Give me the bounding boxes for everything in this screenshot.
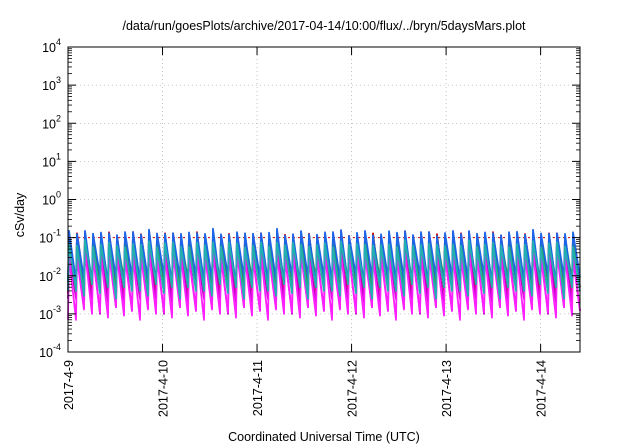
x-tick-label: 2017-4-10 [157, 360, 171, 417]
x-tick-labels: 2017-4-9 2017-4-10 2017-4-11 2017-4-12 2017-… [62, 360, 549, 417]
y-tick-label: 100 [42, 190, 61, 208]
series-lines [67, 227, 581, 321]
x-tick-label: 2017-4-13 [440, 360, 454, 417]
y-tick-labels: 104 103 102 101 100 10-1 10-2 10-3 10-4 [39, 37, 61, 360]
x-tick-label: 2017-4-14 [535, 360, 549, 417]
x-axis-label: Coordinated Universal Time (UTC) [228, 430, 420, 444]
x-tick-label: 2017-4-11 [251, 360, 265, 416]
y-tick-label: 101 [42, 151, 61, 169]
y-tick-label: 10-1 [39, 228, 61, 246]
x-tick-label: 2017-4-9 [62, 360, 76, 410]
series-line-6 [67, 239, 581, 300]
y-tick-label: 10-2 [39, 266, 61, 284]
y-tick-label: 10-3 [39, 304, 61, 322]
y-tick-label: 103 [42, 75, 61, 93]
chart-title: /data/run/goesPlots/archive/2017-04-14/1… [122, 19, 526, 33]
y-tick-label: 104 [42, 37, 61, 55]
y-tick-label: 102 [42, 113, 61, 131]
y-axis-label: cSv/day [13, 192, 27, 237]
axis-ticks [67, 46, 580, 353]
x-tick-label: 2017-4-12 [346, 360, 360, 417]
y-tick-label: 10-4 [39, 342, 61, 360]
